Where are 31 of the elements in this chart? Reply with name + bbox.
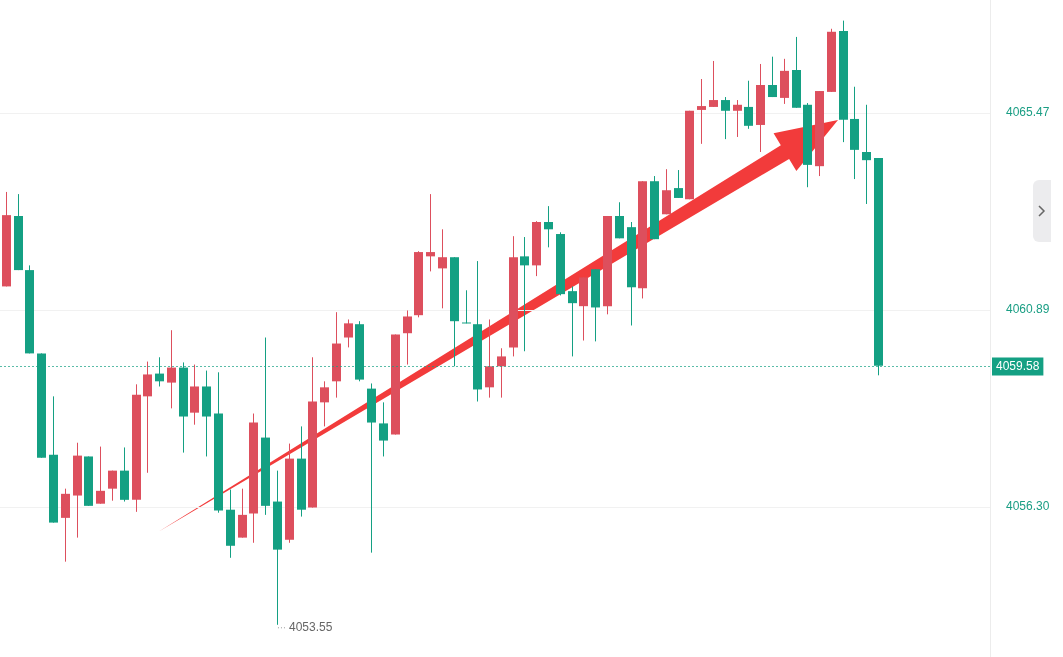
candlestick bbox=[344, 318, 353, 348]
y-tick-label: 4060.89 bbox=[1006, 301, 1050, 316]
candlestick bbox=[462, 289, 471, 324]
y-tick-label: 4056.30 bbox=[1006, 499, 1050, 514]
candlestick bbox=[697, 78, 706, 145]
candlestick bbox=[862, 104, 871, 205]
candlestick bbox=[96, 446, 105, 505]
candlestick bbox=[568, 285, 577, 357]
ref-line-label: 4059.58 bbox=[996, 358, 1040, 373]
candlestick bbox=[238, 488, 247, 539]
candlestick bbox=[709, 60, 718, 108]
candlestick bbox=[674, 169, 683, 199]
candlestick bbox=[733, 99, 742, 138]
candlestick bbox=[320, 380, 329, 427]
candlestick bbox=[744, 80, 753, 130]
candlestick bbox=[108, 470, 117, 502]
candlestick bbox=[167, 329, 176, 409]
candlestick bbox=[426, 193, 435, 272]
candlestick bbox=[485, 318, 494, 399]
candlestick bbox=[768, 56, 777, 98]
candlestick bbox=[544, 205, 553, 248]
candlestick bbox=[143, 361, 152, 474]
candlestick bbox=[403, 309, 412, 366]
candlestick bbox=[520, 236, 529, 352]
candlestick bbox=[497, 347, 506, 399]
annotation: 4053.55 bbox=[288, 620, 333, 635]
candlestick bbox=[615, 201, 624, 239]
candlestick bbox=[438, 228, 447, 309]
candlestick bbox=[379, 401, 388, 457]
candlestick bbox=[721, 96, 730, 140]
y-tick-label: 4065.47 bbox=[1006, 105, 1050, 120]
